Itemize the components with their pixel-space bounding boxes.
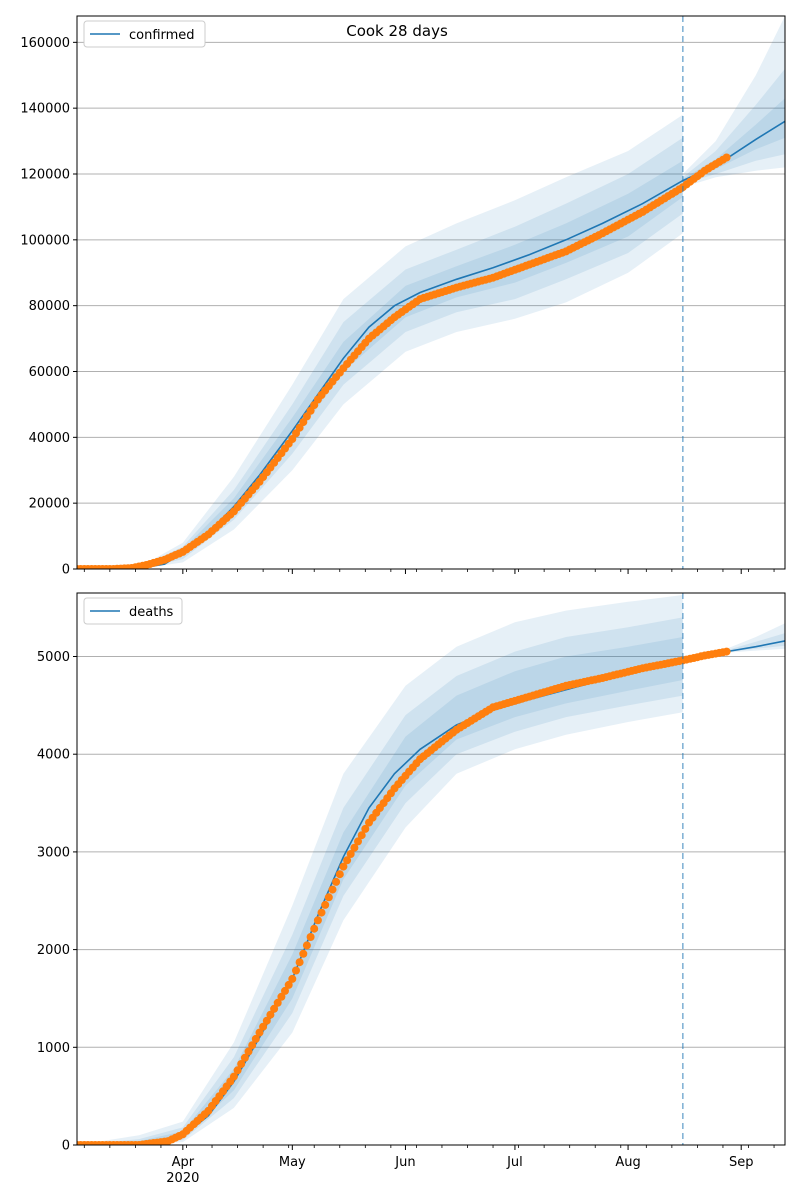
data-point: [332, 877, 341, 886]
data-point: [281, 986, 289, 995]
x-tick-year-label: 2020: [166, 1171, 199, 1186]
data-point: [357, 831, 366, 840]
data-point: [317, 908, 326, 917]
y-tick-label: 1000: [37, 1041, 70, 1056]
y-gridlines: [77, 656, 785, 1048]
x-tick-label: Apr: [172, 1155, 195, 1170]
data-point: [262, 1016, 271, 1025]
x-tick-label: Aug: [615, 1155, 640, 1170]
legend: deaths: [83, 597, 183, 625]
y-tick-label: 100000: [20, 233, 70, 248]
data-point: [288, 974, 297, 983]
data-point: [266, 1010, 275, 1019]
x-tick-label: Jun: [394, 1155, 415, 1170]
data-point: [354, 837, 362, 846]
data-point: [313, 916, 322, 925]
data-point: [240, 1053, 249, 1062]
y-tick-label: 0: [62, 1139, 70, 1154]
data-point: [259, 1022, 268, 1031]
data-point: [350, 843, 359, 852]
y-tick-label: 20000: [29, 497, 70, 512]
x-tick-label: Jul: [506, 1155, 523, 1170]
y-axis-ticks: 0 20000 40000 60000 80000 100000 120000 140000 1…: [20, 36, 77, 578]
confidence-band: [682, 68, 785, 184]
data-point: [229, 1072, 238, 1081]
data-point: [255, 1028, 264, 1037]
y-tick-label: 2000: [37, 943, 70, 958]
data-point: [251, 1034, 260, 1043]
data-point: [722, 647, 731, 656]
y-tick-label: 5000: [37, 650, 70, 665]
data-point: [328, 885, 337, 894]
data-point: [306, 406, 315, 415]
confidence-band: [77, 114, 683, 569]
confidence-band: [682, 16, 785, 188]
data-point: [361, 824, 370, 833]
data-point: [237, 1060, 246, 1068]
data-point: [295, 958, 304, 967]
data-point: [244, 1047, 253, 1056]
data-point: [306, 933, 315, 941]
data-point: [339, 862, 348, 871]
y-tick-label: 140000: [20, 102, 70, 117]
data-point: [284, 980, 293, 989]
confidence-band: [77, 137, 683, 569]
observed-points: [77, 153, 731, 569]
data-point: [270, 1004, 279, 1013]
legend-label-deaths: deaths: [129, 605, 174, 620]
data-point: [324, 893, 333, 902]
confidence-band: [77, 595, 683, 1145]
x-tick-label: Sep: [729, 1155, 754, 1170]
data-point: [288, 435, 297, 443]
data-point: [321, 900, 330, 909]
y-tick-label: 4000: [37, 748, 70, 763]
data-point: [302, 941, 311, 950]
data-point: [292, 966, 300, 975]
observed-points: [77, 647, 731, 1145]
x-axis-ticks: [83, 569, 775, 574]
data-point: [277, 992, 286, 1001]
chart-title: Cook 28 days: [346, 22, 448, 40]
y-tick-label: 3000: [37, 845, 70, 860]
data-point: [233, 1066, 242, 1075]
data-point: [343, 856, 352, 865]
y-tick-label: 160000: [20, 36, 70, 51]
confidence-band: [77, 637, 683, 1145]
data-point: [346, 850, 355, 858]
y-tick-label: 80000: [29, 299, 70, 314]
y-axis-ticks: 0 1000 2000 3000 4000 5000: [37, 650, 77, 1154]
data-point: [310, 924, 319, 933]
x-tick-label: May: [279, 1155, 306, 1170]
confirmed-panel: 0 20000 40000 60000 80000 100000 120000 140000 1…: [20, 15, 786, 578]
confidence-band: [682, 98, 785, 183]
data-point: [248, 1041, 257, 1050]
legend-label-confirmed: confirmed: [129, 28, 195, 43]
data-point: [273, 998, 282, 1007]
y-tick-label: 60000: [29, 365, 70, 380]
y-tick-label: 120000: [20, 168, 70, 183]
data-point: [299, 949, 308, 958]
y-tick-label: 40000: [29, 431, 70, 446]
data-point: [299, 418, 308, 427]
legend: confirmed: [83, 20, 206, 48]
y-tick-label: 0: [62, 563, 70, 578]
data-point: [335, 870, 344, 879]
data-point: [722, 153, 731, 162]
